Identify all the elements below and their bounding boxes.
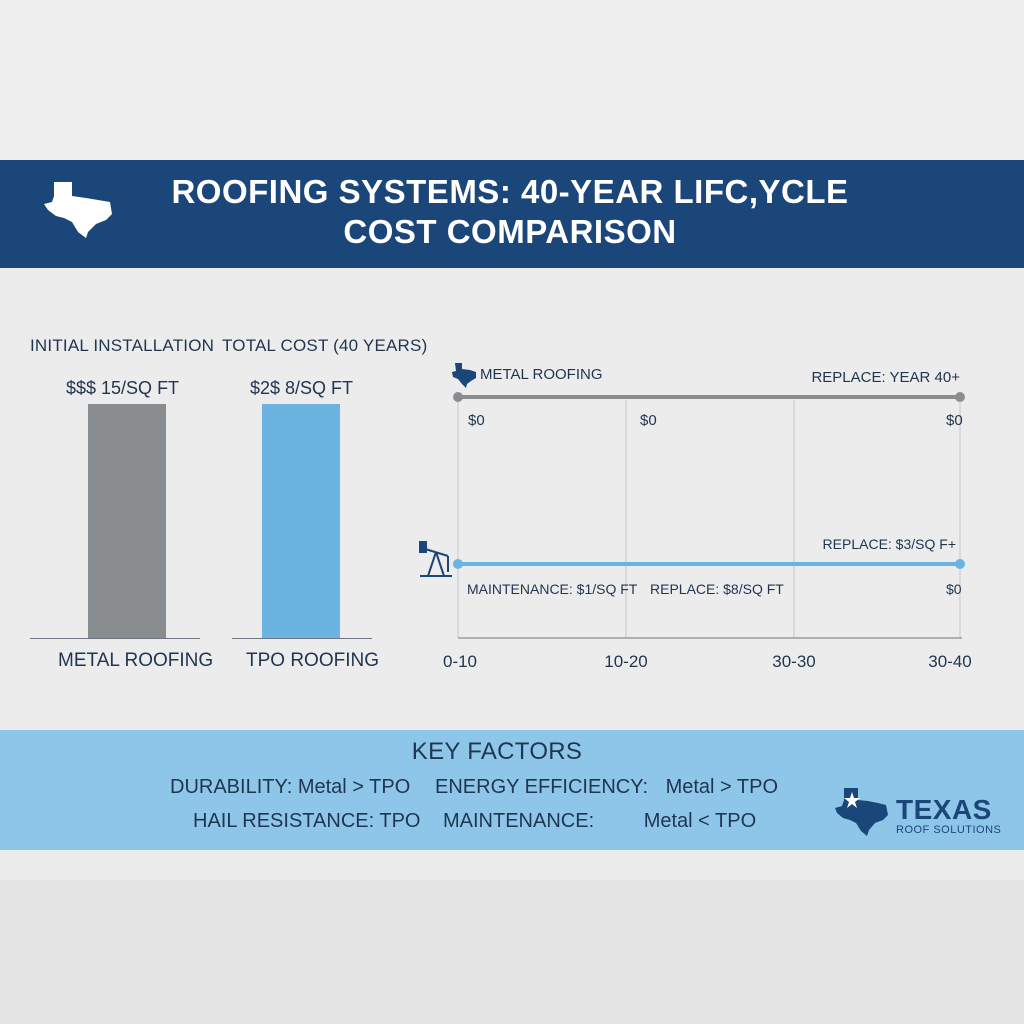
tpo-end-point [955, 559, 965, 569]
oil-pumpjack-icon [419, 541, 452, 577]
texas-star-icon [835, 788, 888, 836]
header-banner [0, 160, 1024, 268]
tpo-bar [262, 404, 340, 638]
factor-energy-efficiency: ENERGY EFFICIENCY: Metal > TPO [435, 776, 778, 799]
tpo-label-2: REPLACE: $8/SQ FT [650, 581, 784, 597]
tpo-label-1: MAINTENANCE: $1/SQ FT [467, 581, 638, 597]
page-title-line-1: ROOFING SYSTEMS: 40-YEAR LIFC,YCLE [171, 173, 849, 210]
factor-hail-value: TPO [379, 810, 421, 832]
page-title: ROOFING SYSTEMS: 40-YEAR LIFC,YCLE COST … [170, 172, 850, 252]
metal-series-name: METAL ROOFING [480, 366, 603, 383]
top-background [0, 0, 1024, 160]
tpo-baseline [232, 638, 372, 639]
metal-value-label: $$$ 15/SQ FT [66, 378, 180, 398]
x-tick-label-4: 30-40 [928, 652, 971, 671]
tpo-label-3: $0 [946, 581, 962, 597]
tpo-value-label: $2$ 8/SQ FT [250, 378, 354, 398]
tpo-category-label: TPO ROOFING [246, 650, 379, 671]
key-factors-title: KEY FACTORS [411, 738, 583, 765]
metal-label-2: $0 [640, 412, 657, 429]
metal-baseline [30, 638, 200, 639]
x-tick-label-2: 10-20 [604, 652, 647, 671]
factor-durability: DURABILITY: Metal > TPO [170, 776, 410, 799]
texas-state-icon-small [452, 363, 476, 388]
metal-label-3: $0 [946, 412, 963, 429]
factor-maintenance-value: Metal < TPO [643, 810, 757, 832]
factor-energy-label: ENERGY EFFICIENCY: [435, 776, 649, 798]
logo-tagline: ROOF SOLUTIONS [896, 824, 1002, 836]
logo-wordmark: TEXAS [896, 794, 992, 825]
factor-maintenance-label: MAINTENANCE: [443, 810, 595, 832]
total-cost-label: TOTAL COST (40 YEARS) [222, 336, 428, 355]
timeline-grid [457, 400, 961, 638]
metal-label-1: $0 [468, 412, 485, 429]
factor-durability-value: Metal > TPO [297, 776, 411, 798]
bottom-background [0, 880, 1024, 1024]
factor-energy-value: Metal > TPO [665, 776, 779, 798]
factor-hail-label: HAIL RESISTANCE: [193, 810, 375, 832]
tpo-start-point [453, 559, 463, 569]
x-tick-label-3: 30-30 [772, 652, 815, 671]
metal-start-point [453, 392, 463, 402]
metal-end-point [955, 392, 965, 402]
factor-hail-resistance: HAIL RESISTANCE: TPO [193, 810, 420, 833]
x-tick-label-1: 0-10 [443, 652, 477, 671]
metal-bar [88, 404, 166, 638]
tpo-end-label: REPLACE: $3/SQ F+ [823, 536, 956, 552]
page-title-line-2: COST COMPARISON [343, 213, 677, 250]
metal-category-label: METAL ROOFING [58, 650, 214, 671]
factor-maintenance: MAINTENANCE: Metal < TPO [443, 810, 756, 833]
texas-state-icon [44, 182, 112, 238]
metal-end-label: REPLACE: YEAR 40+ [811, 369, 960, 386]
initial-installation-label: INITIAL INSTALLATION [30, 336, 215, 355]
factor-durability-label: DURABILITY: [170, 776, 293, 798]
